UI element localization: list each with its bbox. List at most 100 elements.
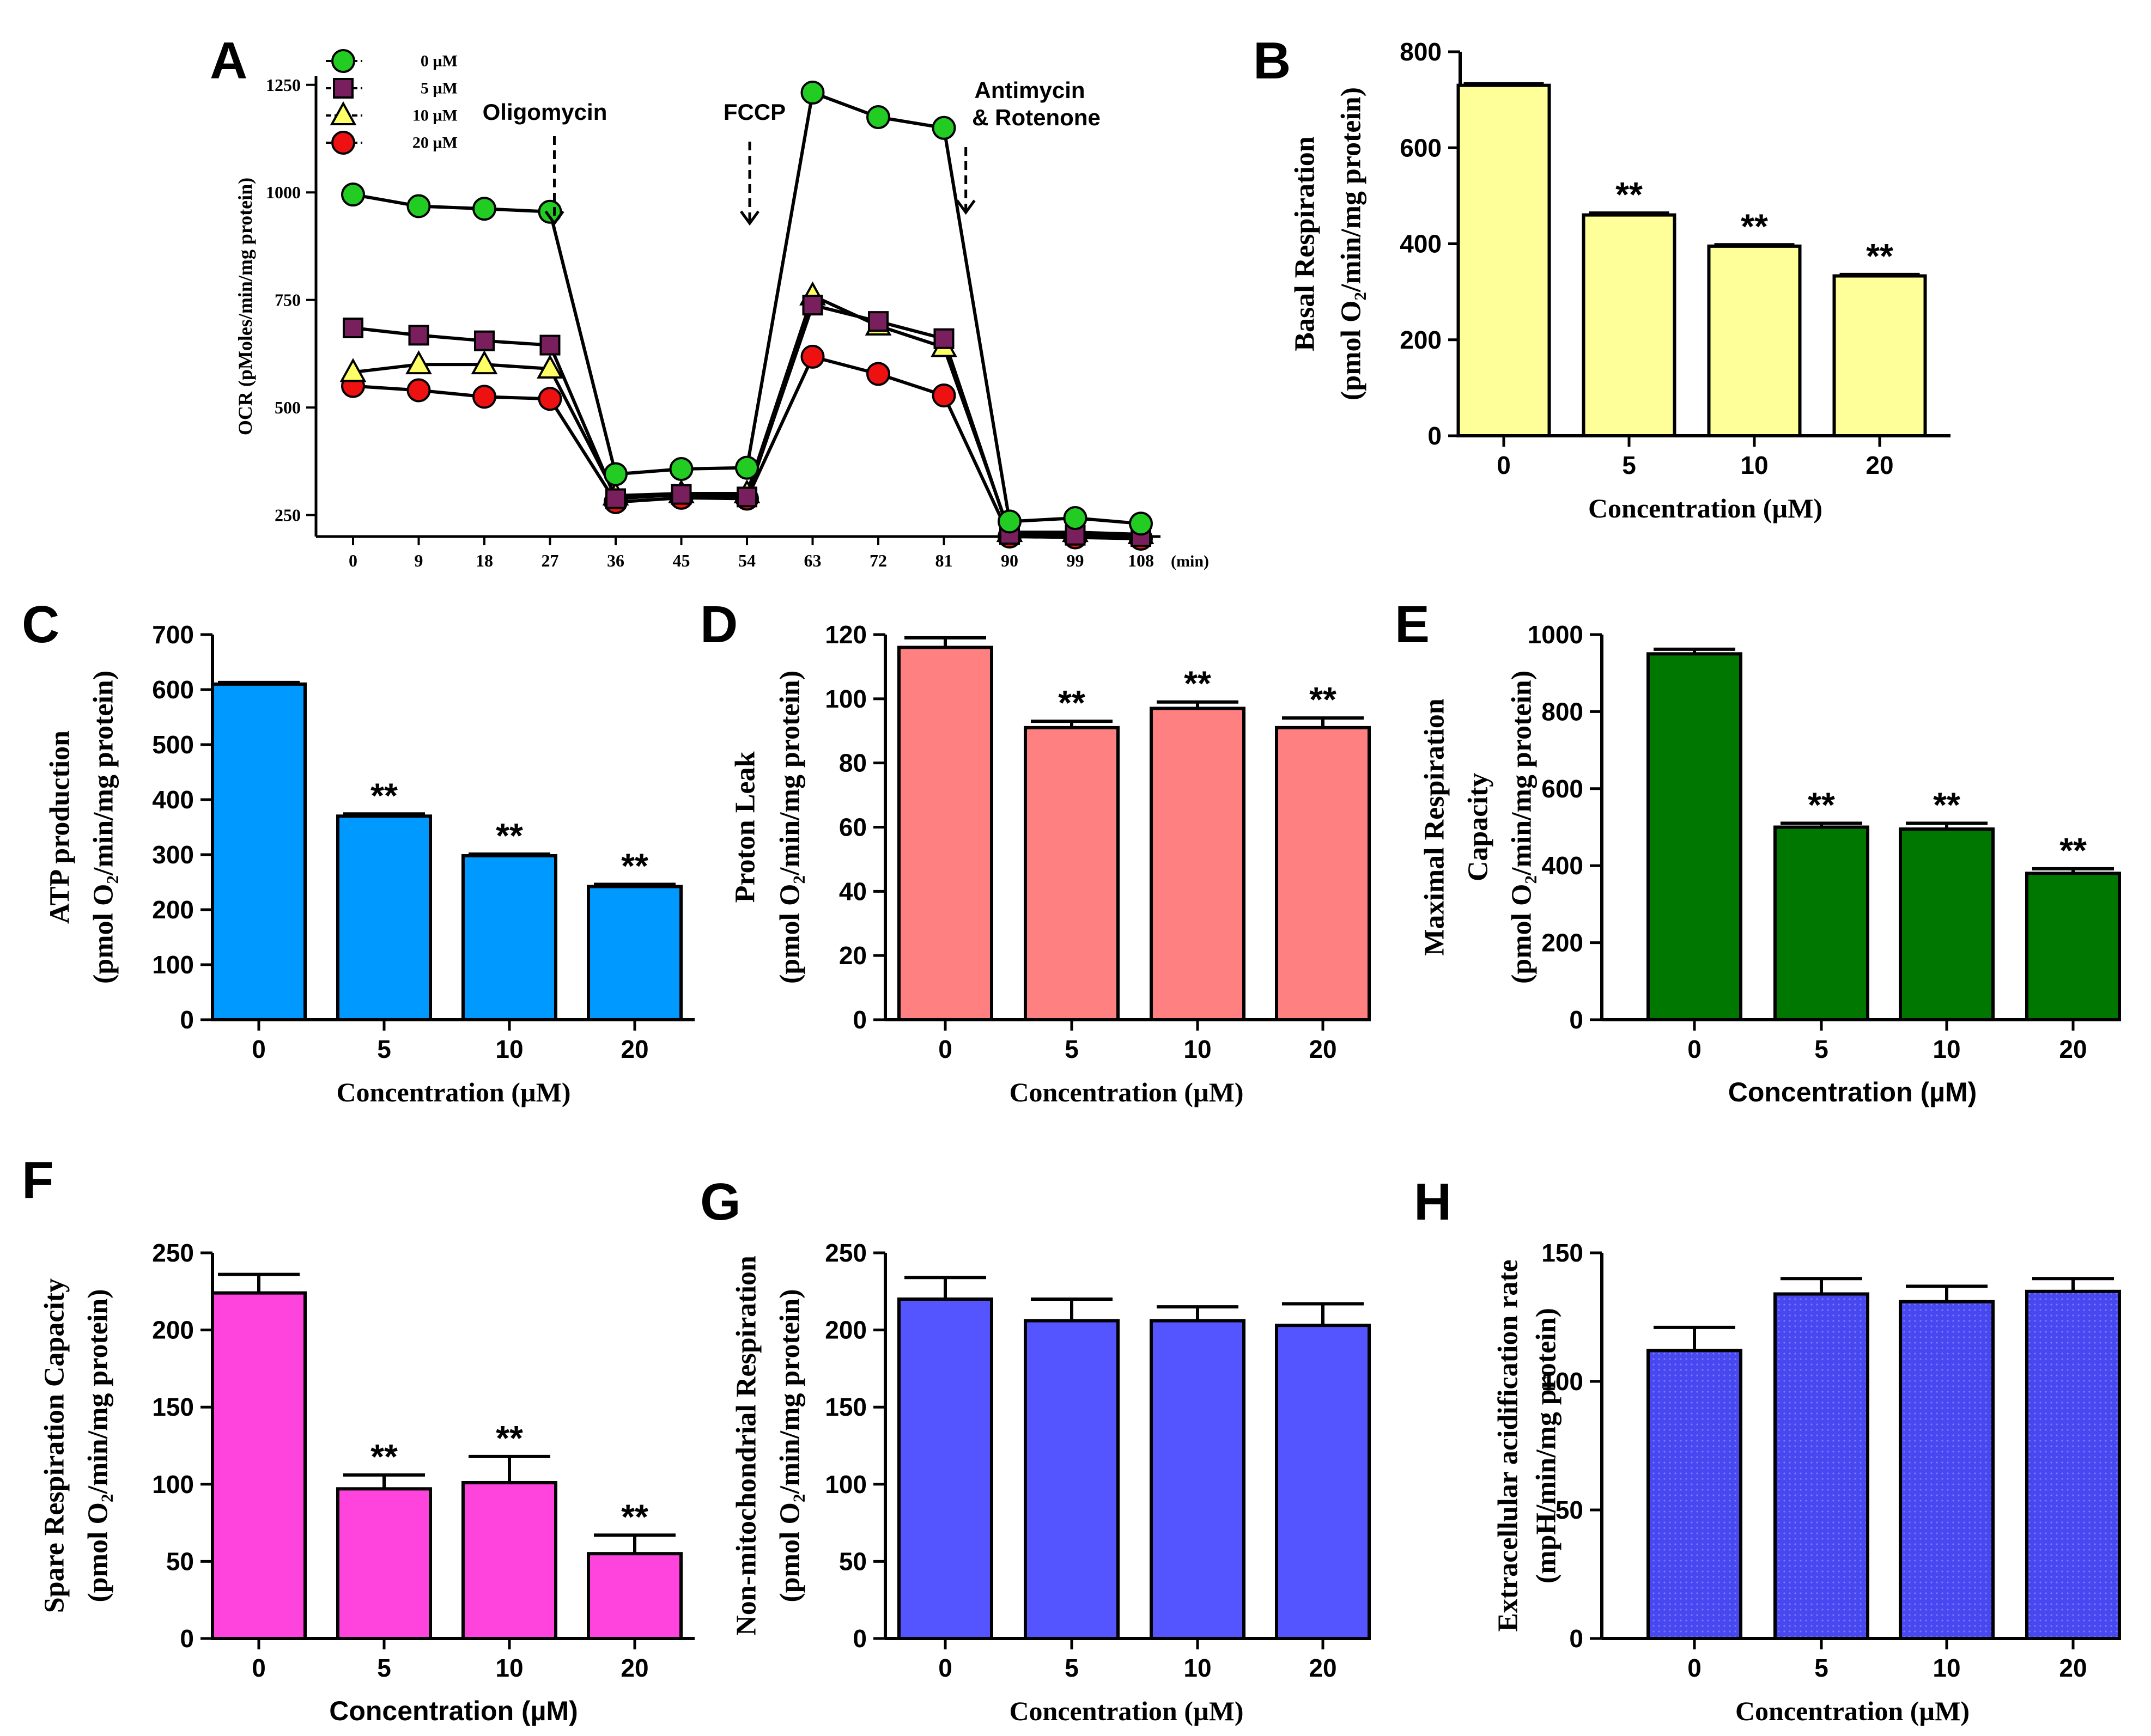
x-tick-label: 0 — [1687, 1654, 1702, 1682]
annotation-antimycin: Antimycin& Rotenone — [956, 77, 1101, 215]
x-tick-label: 5 — [1065, 1654, 1079, 1682]
legend-label: 10 µM — [412, 107, 458, 125]
significance-marker: ** — [1933, 785, 1960, 824]
bar-10 — [461, 1481, 557, 1641]
y-axis-label: Proton Leak — [730, 752, 761, 903]
x-tick-label: 0 — [1687, 1035, 1702, 1063]
significance-marker: ** — [496, 1418, 523, 1458]
data-point — [802, 295, 823, 316]
x-tick-label: 0 — [938, 1654, 952, 1682]
y-tick-label: 200 — [152, 1316, 194, 1344]
y-axis-label: ATP production — [45, 730, 76, 924]
y-axis-label: Capacity — [1463, 773, 1494, 881]
x-tick-label: 0 — [1497, 451, 1511, 479]
x-axis-label: Concentration (µM) — [336, 1077, 570, 1107]
bar-5 — [1773, 1292, 1869, 1640]
bar-5 — [1773, 825, 1869, 1021]
y-tick-label: 100 — [152, 951, 194, 979]
data-point — [933, 328, 955, 349]
legend-label: 5 µM — [421, 80, 458, 98]
data-point — [538, 387, 562, 411]
panel-label-C: C — [22, 595, 59, 654]
x-tick-label: 10 — [1183, 1035, 1211, 1063]
y-tick-label: 150 — [1541, 1239, 1583, 1267]
y-axis-label: (pmol O₂/min/mg protein) — [1336, 87, 1367, 400]
panel-label-D: D — [700, 595, 738, 654]
data-point — [538, 199, 562, 224]
annotation-label-line2: & Rotenone — [972, 105, 1101, 130]
x-tick-label: 10 — [495, 1035, 523, 1063]
y-tick-label: 200 — [825, 1316, 867, 1344]
annotation-label: Oligomycin — [483, 99, 607, 125]
data-point — [408, 325, 429, 346]
annotation-oligomycin: Oligomycin — [483, 99, 607, 226]
y-axis-label: (pmol O₂/min/mg protein) — [775, 671, 806, 984]
bar-0 — [897, 645, 993, 1021]
data-point — [537, 354, 563, 379]
y-tick-label: 0 — [180, 1624, 194, 1653]
bar-5 — [336, 814, 432, 1022]
chart-panel-C: 0 100 200 300 400 500 600 700 0 5 ** 10 ** 20 ** Concen… — [45, 620, 695, 1107]
y-tick-label: 0 — [1569, 1624, 1583, 1653]
data-point — [343, 317, 363, 338]
y-tick-label: 100 — [152, 1470, 194, 1499]
data-point — [474, 330, 495, 351]
y-axis-label: Non-mitochondrial Respiration — [731, 1256, 762, 1636]
significance-marker: ** — [621, 846, 648, 886]
data-point — [932, 115, 956, 140]
data-point — [331, 49, 355, 73]
x-tick-label: 99 — [1067, 551, 1084, 570]
chart-panel-H: 0 50 100 150 0 5 10 20 Concentration (µM) Extrace… — [1493, 1239, 2121, 1726]
chart-panel-D: 0 20 40 60 80 100 120 0 5 ** 10 ** 20 ** Concentration… — [730, 620, 1371, 1107]
bar-0 — [1456, 83, 1551, 437]
x-tick-label: 81 — [935, 551, 953, 570]
panel-label-G: G — [700, 1173, 741, 1231]
data-point — [671, 484, 692, 505]
x-tick-label: 5 — [1622, 451, 1636, 479]
x-tick-label: 36 — [607, 551, 624, 570]
significance-marker: ** — [621, 1497, 648, 1536]
y-tick-label: 50 — [166, 1547, 194, 1575]
y-tick-label: 400 — [1400, 230, 1442, 258]
y-tick-label: 0 — [853, 1624, 867, 1653]
x-axis-label: Concentration (µM) — [1009, 1077, 1243, 1107]
bar-10 — [1150, 706, 1245, 1021]
annotation-arrowhead — [739, 210, 760, 226]
y-tick-label: 40 — [839, 877, 867, 905]
annotation-fccp: FCCP — [724, 99, 786, 226]
y-tick-label: 0 — [180, 1006, 194, 1034]
y-tick-label: 250 — [825, 1239, 867, 1267]
x-tick-label: 9 — [415, 551, 423, 570]
y-tick-label: 750 — [275, 290, 301, 310]
x-tick-label: 10 — [495, 1654, 523, 1682]
panel-label-B: B — [1253, 32, 1291, 90]
data-point — [998, 509, 1022, 534]
x-tick-label: 90 — [1001, 551, 1018, 570]
y-tick-label: 100 — [825, 685, 867, 713]
significance-marker: ** — [1184, 664, 1211, 703]
y-axis-label: Extracellular acidification rate — [1493, 1259, 1524, 1632]
legend: 0 µM 5 µM 10 µM 20 µM — [326, 49, 458, 155]
data-point — [669, 457, 694, 482]
y-tick-label: 200 — [1541, 929, 1583, 957]
y-tick-label: 60 — [839, 813, 867, 842]
x-tick-label: 10 — [1933, 1035, 1960, 1063]
y-tick-label: 120 — [825, 620, 867, 649]
y-tick-label: 400 — [1541, 851, 1583, 880]
x-tick-label: 20 — [1309, 1654, 1336, 1682]
significance-marker: ** — [1808, 785, 1835, 824]
y-tick-label: 200 — [152, 896, 194, 924]
bar-10 — [1150, 1319, 1245, 1640]
bar-0 — [211, 1291, 307, 1641]
y-tick-label: 200 — [1400, 326, 1442, 354]
x-axis-label: Concentration (µM) — [329, 1696, 578, 1726]
y-tick-label: 600 — [1541, 775, 1583, 803]
bar-20 — [587, 885, 683, 1021]
x-tick-label: 0 — [349, 551, 357, 570]
y-tick-label: 600 — [1400, 133, 1442, 162]
chart-panel-F: 0 50 100 150 200 250 0 5 ** 10 ** 20 ** Concentration… — [39, 1239, 695, 1726]
x-axis-label: Concentration (µM) — [1588, 493, 1822, 523]
data-point — [932, 383, 956, 407]
y-tick-label: 800 — [1400, 38, 1442, 66]
